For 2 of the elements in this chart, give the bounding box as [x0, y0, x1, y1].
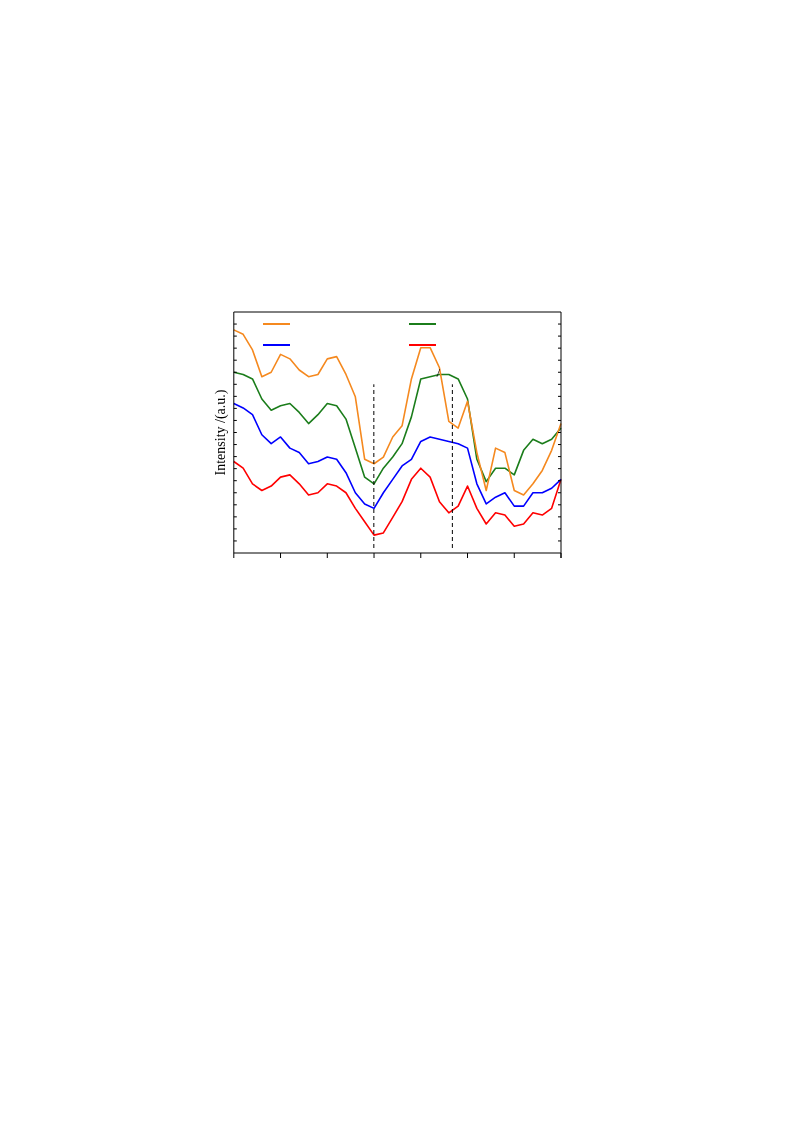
y-axis-title: Intensity /(a.u.) [213, 389, 230, 476]
annotation: / [436, 365, 441, 381]
